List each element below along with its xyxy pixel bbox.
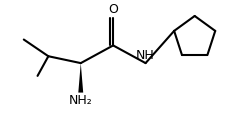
Text: NH₂: NH₂	[69, 93, 93, 107]
Text: O: O	[108, 3, 118, 16]
Polygon shape	[78, 63, 83, 93]
Text: NH: NH	[136, 49, 155, 62]
